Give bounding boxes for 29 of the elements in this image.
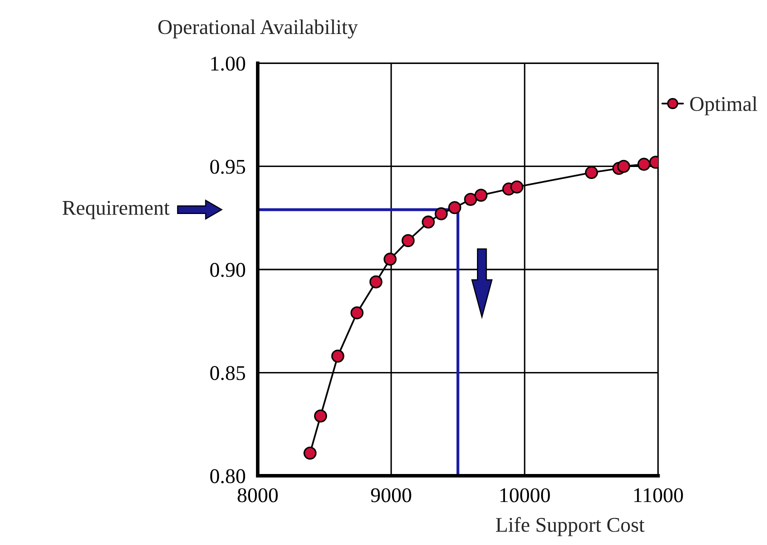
point: [584, 166, 598, 180]
x-tick-label: 10000: [500, 488, 550, 502]
legend-label: Optimal: [690, 96, 758, 116]
point: [369, 275, 382, 288]
point: [402, 234, 415, 248]
y-axis-title: Operational Availability: [158, 20, 358, 38]
point: [350, 306, 364, 320]
point: [331, 350, 344, 363]
y-tick-label: 1.00: [211, 56, 246, 71]
point: [464, 192, 478, 206]
x-axis-title: Life Support Cost: [496, 517, 645, 536]
text: Requirement: [62, 200, 170, 220]
y-tick-label: 0.85: [210, 366, 246, 380]
y-tick-label: 0.80: [210, 469, 246, 484]
point: [510, 180, 524, 194]
point: [448, 201, 462, 214]
point: [314, 409, 328, 422]
point: [474, 188, 488, 202]
y-tick-label: 0.95: [210, 160, 246, 174]
point: [422, 216, 435, 229]
point: [637, 158, 650, 171]
point: [434, 207, 448, 220]
x-tick-label: 9000: [371, 488, 412, 502]
point: [304, 446, 317, 460]
x-tick-label: 11000: [634, 488, 683, 502]
point: [617, 160, 630, 173]
x-tick-label: 8000: [238, 488, 278, 502]
y-tick-label: 0.90: [210, 262, 246, 278]
point: [384, 252, 397, 266]
